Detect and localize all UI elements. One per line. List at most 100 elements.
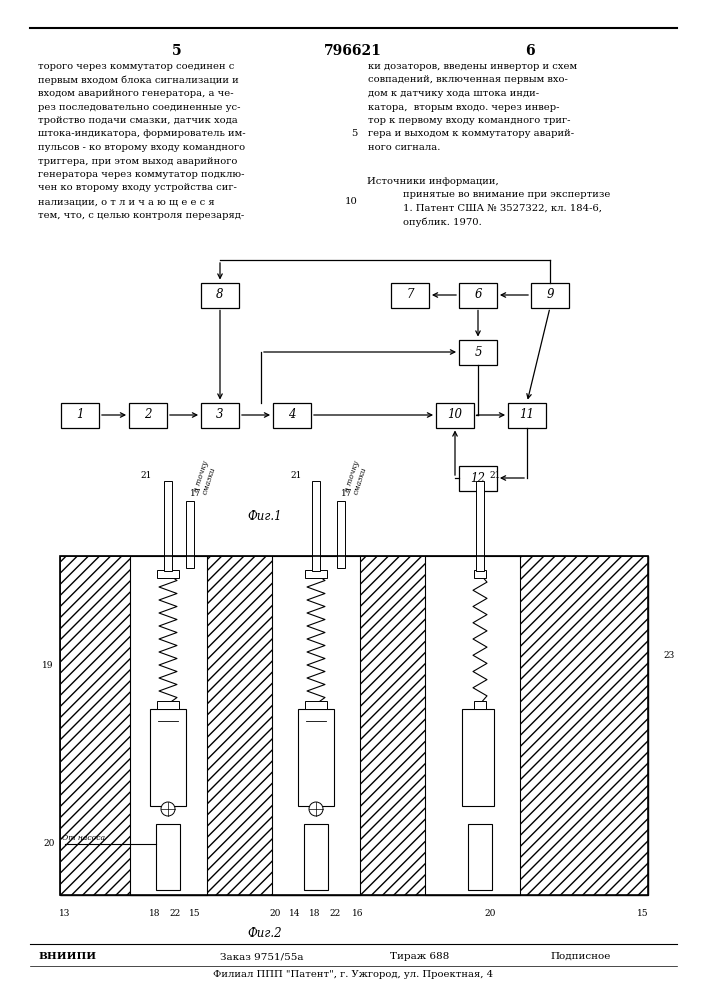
Bar [305, 701, 327, 709]
Bar [476, 481, 484, 571]
Text: 6: 6 [474, 288, 481, 302]
Text: тем, что, с целью контроля перезаряд-: тем, что, с целью контроля перезаряд- [38, 211, 244, 220]
Bar [201, 402, 239, 428]
Text: 10: 10 [448, 408, 462, 422]
Bar [164, 481, 172, 571]
Text: Заказ 9751/55а: Заказ 9751/55а [220, 952, 303, 961]
Text: торого через коммутатор соединен с: торого через коммутатор соединен с [38, 62, 235, 71]
Text: первым входом блока сигнализации и: первым входом блока сигнализации и [38, 76, 239, 85]
Text: 15: 15 [637, 909, 649, 918]
Bar [312, 481, 320, 571]
Text: 17: 17 [190, 489, 201, 498]
Text: 20: 20 [269, 909, 281, 918]
Text: 22: 22 [329, 909, 341, 918]
Bar [60, 556, 648, 895]
Text: 21: 21 [291, 472, 302, 481]
Bar [150, 709, 186, 806]
Text: 21: 21 [140, 472, 152, 481]
Text: 10: 10 [345, 197, 358, 206]
Text: совпадений, включенная первым вхо-: совпадений, включенная первым вхо- [368, 76, 568, 85]
Bar [186, 501, 194, 568]
Bar [360, 556, 425, 895]
Bar [129, 402, 167, 428]
Text: рез последовательно соединенные ус-: рез последовательно соединенные ус- [38, 103, 240, 111]
Text: 8: 8 [216, 288, 223, 302]
Text: 7: 7 [407, 288, 414, 302]
Text: Тираж 688: Тираж 688 [390, 952, 449, 961]
Bar [391, 282, 429, 308]
Bar [157, 570, 179, 578]
Circle shape [161, 802, 175, 816]
Text: генератора через коммутатор подклю-: генератора через коммутатор подклю- [38, 170, 245, 179]
Bar [207, 556, 272, 895]
Text: 11: 11 [520, 408, 534, 422]
Bar [272, 556, 360, 895]
Text: 5: 5 [474, 346, 481, 359]
Bar [60, 556, 130, 895]
Text: 13: 13 [59, 909, 71, 918]
Text: ВНИИПИ: ВНИИПИ [38, 952, 96, 961]
Bar [459, 340, 497, 364]
Text: 17: 17 [341, 489, 353, 498]
Bar [474, 570, 486, 578]
Text: 12: 12 [470, 472, 486, 485]
Bar [508, 402, 546, 428]
Text: тор к первому входу командного триг-: тор к первому входу командного триг- [368, 116, 571, 125]
Text: 5: 5 [173, 44, 182, 58]
Text: От насоса: От насоса [62, 834, 105, 842]
Bar [474, 701, 486, 709]
Bar [304, 824, 328, 890]
Text: 1: 1 [76, 408, 83, 422]
Text: 18: 18 [309, 909, 321, 918]
Text: 5: 5 [351, 129, 358, 138]
Text: 2: 2 [144, 408, 152, 422]
Text: в точку
смазки: в точку смазки [343, 460, 369, 496]
Bar [459, 466, 497, 490]
Text: штока-индикатора, формирователь им-: штока-индикатора, формирователь им- [38, 129, 245, 138]
Text: Подписное: Подписное [550, 952, 610, 961]
Text: Источники информации,: Источники информации, [367, 177, 499, 186]
Bar [459, 282, 497, 308]
Text: 15: 15 [189, 909, 201, 918]
Text: Фиг.2: Фиг.2 [247, 927, 282, 940]
Text: нализации, о т л и ч а ю щ е е с я: нализации, о т л и ч а ю щ е е с я [38, 197, 215, 206]
Bar [468, 824, 492, 890]
Text: чен ко второму входу устройства сиг-: чен ко второму входу устройства сиг- [38, 184, 237, 192]
Bar [157, 701, 179, 709]
Text: 19: 19 [42, 662, 54, 670]
Bar [520, 556, 648, 895]
Text: 16: 16 [352, 909, 363, 918]
Text: 22: 22 [170, 909, 180, 918]
Bar [462, 709, 494, 806]
Text: 23: 23 [663, 652, 674, 660]
Bar [60, 556, 648, 895]
Text: 4: 4 [288, 408, 296, 422]
Text: триггера, при этом выход аварийного: триггера, при этом выход аварийного [38, 156, 238, 165]
Bar [531, 282, 569, 308]
Bar [305, 570, 327, 578]
Bar [425, 556, 520, 895]
Text: 20: 20 [484, 909, 496, 918]
Bar [273, 402, 311, 428]
Text: опублик. 1970.: опублик. 1970. [403, 217, 481, 227]
Text: ки дозаторов, введены инвертор и схем: ки дозаторов, введены инвертор и схем [368, 62, 577, 71]
Text: Филиал ППП "Патент", г. Ужгород, ул. Проектная, 4: Филиал ППП "Патент", г. Ужгород, ул. Про… [213, 970, 493, 979]
Text: 18: 18 [149, 909, 160, 918]
Text: входом аварийного генератора, а че-: входом аварийного генератора, а че- [38, 89, 233, 98]
Text: ного сигнала.: ного сигнала. [368, 143, 440, 152]
Text: Фиг.1: Фиг.1 [247, 510, 282, 523]
Text: 3: 3 [216, 408, 223, 422]
Circle shape [309, 802, 323, 816]
Text: тройство подачи смазки, датчик хода: тройство подачи смазки, датчик хода [38, 116, 238, 125]
Bar [130, 556, 207, 895]
Text: 20: 20 [44, 840, 55, 848]
Text: 1. Патент США № 3527322, кл. 184-6,: 1. Патент США № 3527322, кл. 184-6, [403, 204, 602, 213]
Bar [436, 402, 474, 428]
Bar [298, 709, 334, 806]
Text: гера и выходом к коммутатору аварий-: гера и выходом к коммутатору аварий- [368, 129, 574, 138]
Text: 796621: 796621 [324, 44, 382, 58]
Text: 14: 14 [289, 909, 300, 918]
Text: 21: 21 [489, 472, 501, 481]
Bar [201, 282, 239, 308]
Text: в точку
смазки: в точку смазки [192, 460, 218, 496]
